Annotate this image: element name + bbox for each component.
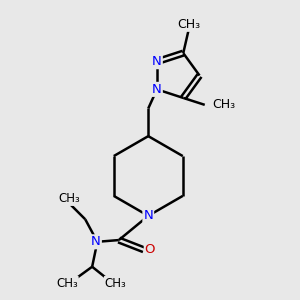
Text: N: N: [91, 235, 101, 248]
Text: CH₃: CH₃: [105, 277, 127, 290]
Text: O: O: [145, 243, 155, 256]
Text: CH₃: CH₃: [58, 192, 80, 205]
Text: CH₃: CH₃: [177, 18, 200, 31]
Text: N: N: [152, 83, 162, 96]
Text: N: N: [152, 55, 162, 68]
Text: CH₃: CH₃: [212, 98, 236, 111]
Text: N: N: [143, 209, 153, 222]
Text: CH₃: CH₃: [56, 277, 78, 290]
